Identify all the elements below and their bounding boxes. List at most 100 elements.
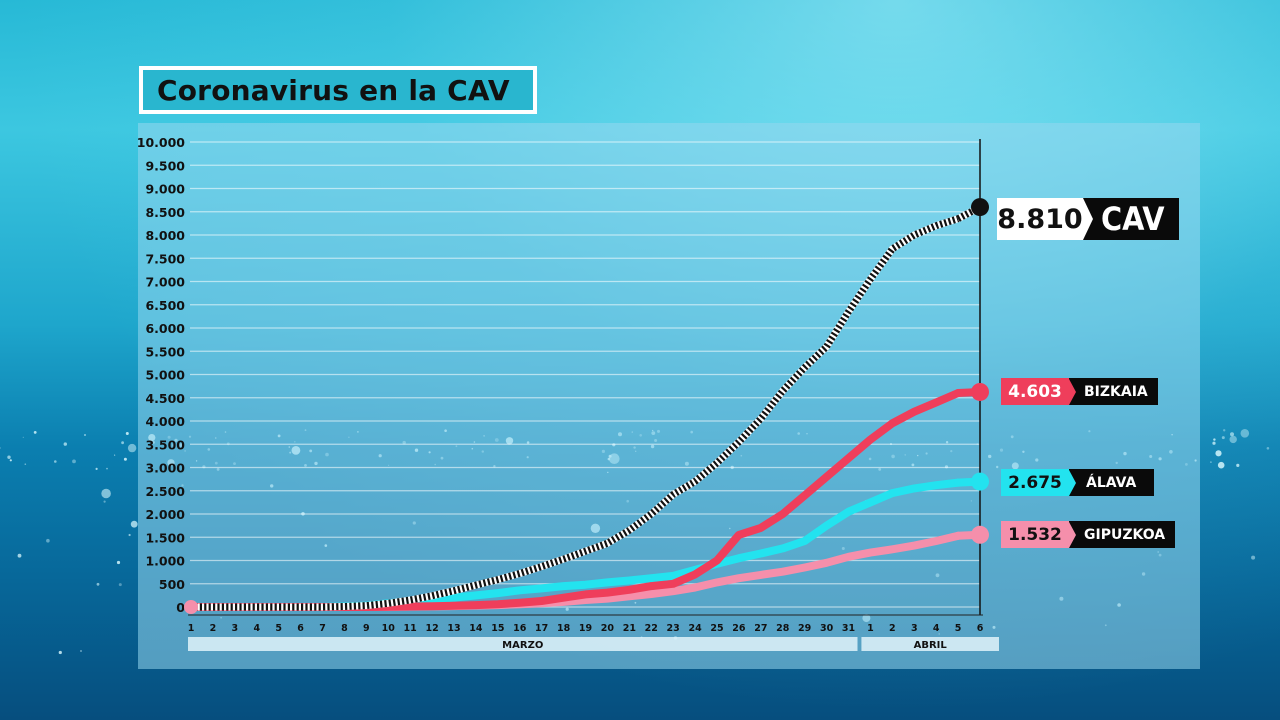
sparkle — [1212, 441, 1216, 445]
series-line-cav-base — [187, 215, 962, 611]
arrow-icon — [1069, 521, 1076, 548]
x-tick-label: 2 — [889, 623, 896, 634]
sparkle — [80, 650, 82, 652]
sparkle — [46, 538, 50, 543]
series-line-cav — [191, 215, 960, 611]
x-tick-label: 1 — [188, 623, 195, 634]
month-bar — [188, 637, 858, 651]
y-tick-label: 2.000 — [145, 507, 185, 522]
y-tick-label: 4.000 — [145, 414, 185, 429]
x-tick-label: 3 — [232, 623, 239, 634]
y-tick-label: 2.500 — [145, 484, 185, 499]
y-tick-label: 8.000 — [145, 228, 185, 243]
month-label: MARZO — [502, 640, 543, 651]
sparkle — [114, 454, 116, 456]
title-box: Coronavirus en la CAV — [139, 66, 537, 114]
end-name-alava-box: ÁLAVA — [1069, 469, 1155, 496]
y-tick-label: 0 — [176, 600, 185, 615]
x-tick-label: 7 — [319, 623, 326, 634]
x-tick-label: 8 — [341, 623, 348, 634]
end-name-gipuzkoa-box: GIPUZKOA — [1069, 521, 1176, 548]
x-tick-label: 13 — [447, 623, 460, 634]
end-label-alava: 2.675 ÁLAVA — [1001, 469, 1155, 496]
x-tick-label: 14 — [469, 623, 483, 634]
x-tick-label: 11 — [404, 623, 417, 634]
y-tick-label: 6.500 — [145, 298, 185, 313]
x-tick-label: 25 — [710, 623, 723, 634]
sparkle — [1223, 429, 1226, 432]
line-chart: 0 500 1.000 1.500 2.000 2.500 3.000 3.500 4.000 4… — [138, 135, 999, 651]
end-value-gipuzkoa: 1.532 — [1001, 521, 1069, 548]
sparkle — [1229, 435, 1237, 444]
sparkle — [1230, 432, 1234, 437]
x-tick-label: 28 — [776, 623, 790, 634]
sparkle — [9, 459, 12, 462]
y-tick-label: 9.000 — [145, 182, 185, 197]
x-tick-label: 27 — [754, 623, 767, 634]
end-name-bizkaia: BIZKAIA — [1084, 383, 1148, 400]
x-tick-label: 23 — [667, 623, 680, 634]
x-tick-label: 30 — [820, 623, 834, 634]
y-tick-label: 7.500 — [145, 251, 185, 266]
y-tick-label: 9.500 — [145, 158, 185, 173]
y-tick-label: 4.500 — [145, 391, 185, 406]
month-bar — [861, 637, 999, 651]
sparkle — [128, 533, 131, 537]
x-tick-label: 3 — [911, 623, 918, 634]
end-name-gipuzkoa: GIPUZKOA — [1084, 526, 1166, 543]
x-tick-label: 17 — [535, 623, 548, 634]
series-line-alava — [187, 478, 963, 611]
arrow-icon — [1069, 378, 1076, 405]
y-tick-label: 3.500 — [145, 437, 185, 452]
series-end-dot-cav — [971, 198, 989, 217]
end-name-cav-box: CAV — [1083, 198, 1179, 240]
end-name-alava: ÁLAVA — [1086, 474, 1137, 491]
end-name-cav: CAV — [1101, 200, 1165, 238]
x-tick-label: 21 — [623, 623, 636, 634]
sparkle — [1213, 438, 1216, 441]
x-tick-label: 26 — [732, 623, 746, 634]
sparkle — [17, 553, 22, 558]
sparkle — [123, 457, 127, 461]
x-tick-label: 12 — [425, 623, 438, 634]
y-tick-label: 5.500 — [145, 344, 185, 359]
x-tick-label: 20 — [601, 623, 615, 634]
sparkle — [1210, 461, 1212, 463]
end-value-bizkaia: 4.603 — [1001, 378, 1069, 405]
arrow-icon — [1069, 469, 1076, 496]
x-tick-label: 29 — [798, 623, 811, 634]
y-tick-label: 3.000 — [145, 461, 185, 476]
y-tick-label: 1.500 — [145, 530, 185, 545]
y-tick-label: 10.000 — [138, 135, 185, 150]
sparkle — [103, 500, 106, 503]
x-tick-label: 16 — [513, 623, 527, 634]
sparkle — [22, 436, 24, 438]
x-tick-label: 18 — [557, 623, 571, 634]
page-title: Coronavirus en la CAV — [143, 70, 533, 110]
sparkle — [125, 432, 129, 435]
sparkle — [1215, 450, 1222, 457]
sparkle — [1266, 447, 1270, 450]
sparkle — [63, 442, 67, 446]
x-tick-label: 6 — [977, 623, 984, 634]
x-tick-label: 4 — [253, 623, 260, 634]
x-tick-label: 6 — [297, 623, 304, 634]
sparkle — [116, 560, 121, 565]
sparkle — [118, 583, 122, 587]
series-end-dot-alava — [971, 472, 989, 491]
y-tick-label: 1.000 — [145, 554, 185, 569]
y-tick-label: 5.000 — [145, 368, 185, 383]
x-tick-label: 2 — [210, 623, 217, 634]
month-label: ABRIL — [914, 640, 948, 651]
end-value-alava: 2.675 — [1001, 469, 1069, 496]
sparkle — [1236, 463, 1240, 467]
end-label-gipuzkoa: 1.532 GIPUZKOA — [1001, 521, 1176, 548]
sparkle — [0, 447, 1, 449]
series-end-dot-bizkaia — [971, 382, 989, 401]
end-label-cav: 8.810 CAV — [997, 198, 1179, 240]
sparkle — [84, 434, 86, 436]
sparkle — [1240, 429, 1250, 438]
y-tick-label: 8.500 — [145, 205, 185, 220]
sparkle — [33, 431, 37, 434]
series-end-dot-gipuzkoa — [971, 525, 989, 544]
